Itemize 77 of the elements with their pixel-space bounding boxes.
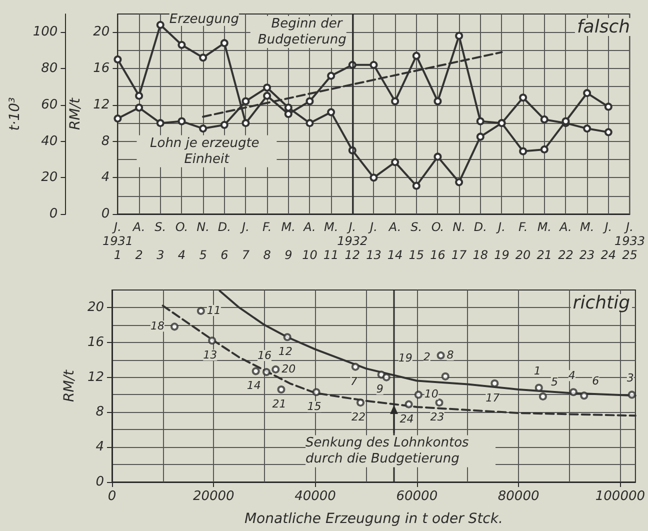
annotation: Senkung des Lohnkontos durch die Budgetierung [306,436,473,467]
y-axis-title: t·10³ [7,96,23,131]
annotation: 1 [534,364,541,378]
y-tick-label: 80 [41,61,58,76]
annotation: 5 [550,375,558,388]
x-tick-label: O. 4 [175,220,188,262]
annotation: 7 [350,374,358,388]
x-tick-label: D. 18 [472,220,488,262]
annotation: 11 [206,304,221,317]
y-tick-label: 0 [49,206,58,222]
annotation: 15 [307,400,322,414]
x-tick-label: N. 5 [196,220,210,262]
y2-axis-title: RM/t [67,97,84,130]
annotation: 14 [246,379,261,392]
x-tick-label: J. 19 [494,220,510,262]
x-tick-label: D. 6 [218,220,231,262]
x-tick-label: 100000 [595,489,646,504]
x-tick-label: J. 1932 12 [337,220,368,262]
y-tick-label: 60 [41,97,58,112]
annotation: 12 [278,345,292,358]
x-axis-title: Monatliche Erzeugung in t oder Stck. [244,511,503,527]
y-tick-label: 20 [87,300,104,315]
annotation: 10 [424,388,438,401]
x-tick-label: F. 20 [515,220,532,262]
annotation: 13 [203,348,218,362]
y-tick-label: 100 [32,24,58,40]
x-tick-label: M. 9 [281,220,296,262]
y-tick-label: 16 [87,334,104,350]
y-tick-label: 12 [87,370,104,385]
annotation: 3 [626,372,634,385]
annotation: 9 [376,382,384,396]
x-tick-label: 40000 [294,489,336,504]
x-tick-label: M. 21 [536,220,552,262]
annotation: 17 [486,391,500,404]
x-tick-label: S. 15 [408,220,424,262]
y-tick-label: 40 [41,134,58,149]
annotation: 8 [446,348,454,362]
chart-title: richtig [572,292,630,314]
x-tick-label: F. 8 [262,220,272,262]
x-tick-label: J. 1933 25 [614,220,646,262]
x-tick-label: N. 17 [451,220,468,262]
annotation: 21 [272,397,286,410]
annotation: 18 [150,320,165,333]
y-tick-label: 0 [96,474,104,490]
x-tick-label: S. 3 [154,220,166,262]
annotation: 16 [257,349,272,362]
y-tick-label: 4 [96,440,104,455]
y-axis-title: RM/t [62,369,78,402]
annotation: 2 [423,350,430,364]
y-tick-label: 20 [41,170,58,186]
x-tick-label: J. 24 [600,220,616,262]
x-tick-label: M. 11 [323,220,339,262]
x-tick-label: J. 13 [366,220,382,262]
series-label: Erzeugung [169,12,239,27]
x-tick-label: 0 [108,489,116,504]
annotation: 6 [592,374,600,388]
x-tick-label: A. 14 [387,220,403,262]
y-tick-label: 8 [96,404,104,420]
ref-line-label: Beginn der Budgetierung [258,16,346,48]
x-tick-label: O. 16 [430,220,446,262]
x-tick-label: M. 23 [579,220,595,262]
annotation: 22 [352,410,366,424]
x-tick-label: A. 2 [132,220,146,262]
x-tick-label: 60000 [396,489,438,504]
x-tick-label: J. 1931 1 [102,220,133,262]
annotation: 20 [282,362,296,376]
annotation: 4 [568,369,576,382]
chart-title: falsch [576,16,630,38]
x-tick-label: 80000 [498,489,540,504]
x-tick-label: J. 7 [240,220,250,262]
x-tick-label: A. 22 [558,220,574,262]
annotation: 24 [400,412,414,426]
x-tick-label: 20000 [192,489,234,504]
x-tick-label: A. 10 [302,220,318,262]
annotation: 23 [430,410,444,424]
series-label: Lohn je erzeugte Einheit [150,136,264,167]
annotation: 19 [398,351,412,364]
